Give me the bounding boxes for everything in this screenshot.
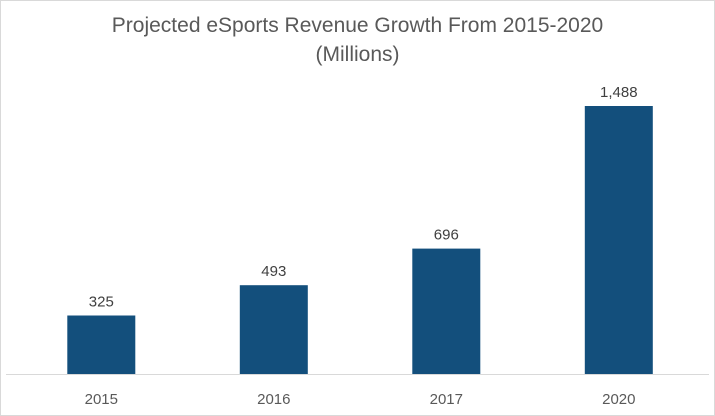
bar-2020 [584,106,653,374]
bar-2016 [239,285,308,374]
x-tick-labels-group: 2015 2016 2017 2020 [85,391,636,408]
data-labels-group: 325 493 696 1,488 [89,84,638,311]
data-label-2016: 493 [261,263,286,280]
chart-title-line: Projected eSports Revenue Growth From 20… [111,14,604,37]
data-label-2017: 696 [434,227,459,244]
chart-subtitle-line: (Millions) [315,43,400,66]
x-tick-label-2015: 2015 [85,391,118,408]
chart-title: Projected eSports Revenue Growth From 20… [1,11,714,69]
x-tick-label-2017: 2017 [430,391,463,408]
x-tick-label-2020: 2020 [602,391,635,408]
data-label-2020: 1,488 [600,84,638,101]
x-tick-label-2016: 2016 [257,391,290,408]
bar-2017 [412,248,481,374]
bar-2015 [67,315,136,374]
data-label-2015: 325 [89,294,114,311]
bars-group [67,106,653,374]
